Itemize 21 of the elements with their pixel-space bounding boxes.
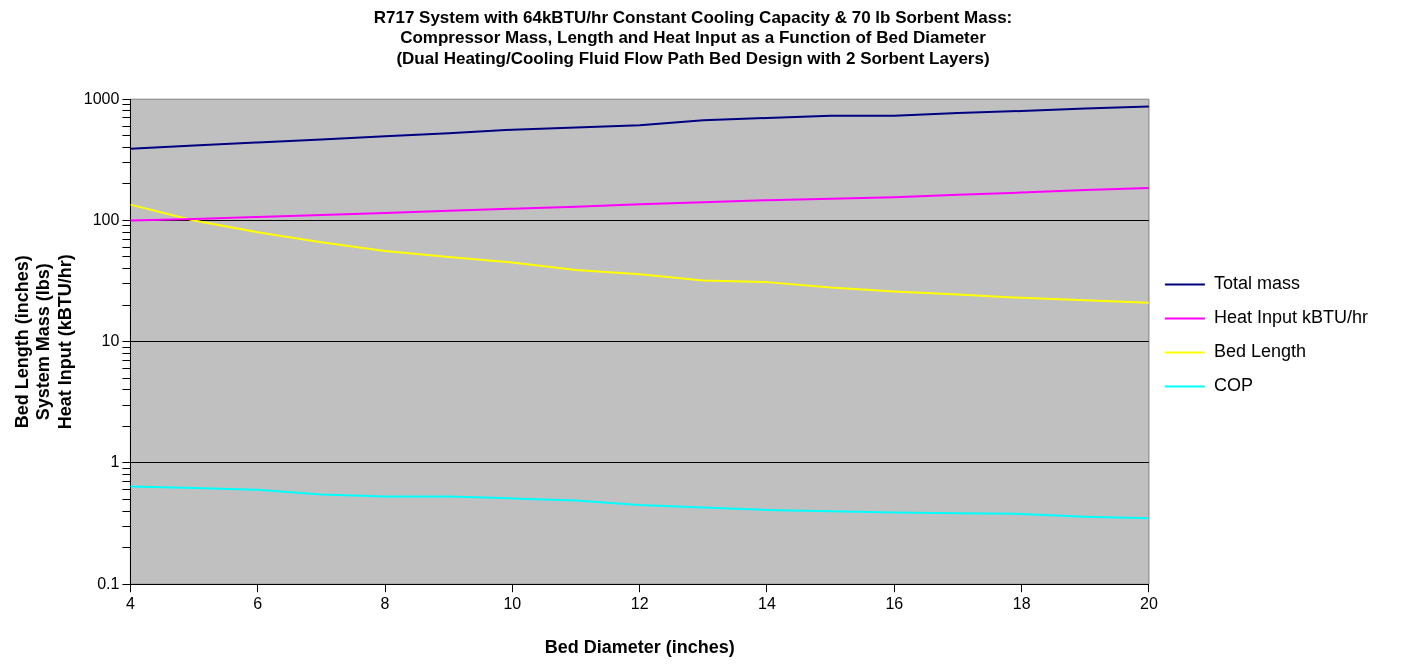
chart-title: R717 System with 64kBTU/hr Constant Cooling Capacity & 70 lb Sorbent Mass: Compressor Mass, Length and Heat Input as a Function of Bed Diameter (Dual Heating/Cooling Fluid Flow Path Bed Design with 2 Sorbent Layers) [373, 7, 1013, 68]
x-tick-label: 18 [1012, 595, 1031, 613]
y-tick-label: 100 [92, 210, 120, 228]
x-tick-label: 16 [885, 595, 904, 613]
legend-label: Heat Input kBTU/hr [1213, 307, 1369, 328]
y-axis-title: Bed Length (inches) System Mass (lbs) Heat Input (kBTU/hr) [11, 254, 75, 430]
y-tick-label: 1000 [83, 89, 120, 107]
legend-label: COP [1213, 375, 1253, 396]
x-tick-label: 10 [503, 595, 522, 613]
x-tick-label: 4 [125, 595, 135, 613]
x-tick-label: 12 [630, 595, 649, 613]
y-tick-label: 10 [101, 332, 120, 350]
legend-label: Total mass [1213, 273, 1300, 294]
x-axis-title: Bed Diameter (inches) [544, 637, 735, 658]
x-tick-label: 8 [380, 595, 390, 613]
x-tick-label: 6 [253, 595, 263, 613]
x-tick-label: 14 [758, 595, 776, 613]
legend-label: Bed Length [1213, 341, 1307, 362]
x-tick-label: 20 [1140, 595, 1158, 613]
y-tick-label: 1 [110, 453, 120, 471]
y-tick-label: 0.1 [97, 574, 120, 592]
